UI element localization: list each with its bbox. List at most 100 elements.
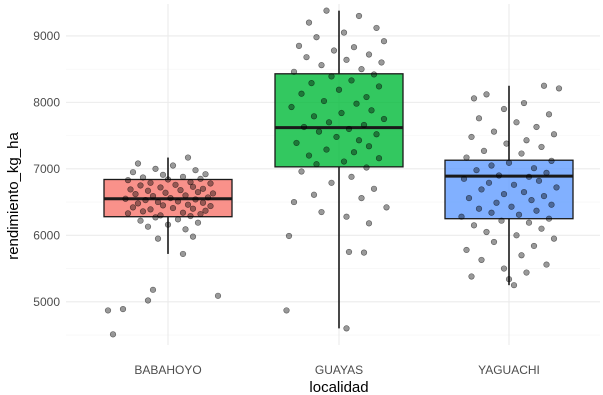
data-point — [348, 77, 355, 84]
data-point — [124, 210, 132, 217]
data-point — [197, 210, 204, 218]
data-point — [169, 162, 177, 169]
data-point — [313, 161, 320, 168]
data-point — [189, 205, 197, 212]
data-point — [348, 173, 355, 180]
data-point — [187, 212, 194, 220]
data-point — [184, 201, 192, 208]
data-point — [360, 121, 368, 129]
data-point — [355, 12, 363, 20]
data-point — [134, 200, 142, 207]
data-point — [523, 269, 530, 276]
data-point — [500, 265, 508, 272]
y-tick-label: 6000 — [33, 228, 60, 242]
data-point — [498, 217, 505, 224]
x-tick-label: BABAHOYO — [134, 363, 201, 377]
data-point — [528, 196, 535, 204]
data-point — [358, 66, 365, 73]
data-point — [518, 150, 525, 157]
data-point — [380, 115, 388, 123]
data-point — [159, 171, 167, 178]
data-point — [375, 155, 383, 162]
data-point — [518, 252, 525, 259]
data-point — [370, 185, 378, 192]
data-point — [124, 177, 132, 184]
data-point — [202, 207, 209, 214]
data-point — [475, 115, 483, 122]
data-point — [500, 105, 508, 113]
data-point — [109, 331, 117, 338]
data-point — [500, 191, 508, 198]
data-point — [194, 219, 202, 226]
data-point — [149, 193, 157, 200]
data-point — [548, 157, 555, 164]
data-point — [154, 235, 162, 242]
data-point — [290, 198, 298, 206]
data-point — [510, 181, 518, 188]
data-point — [318, 208, 325, 216]
data-point — [488, 162, 495, 169]
data-point — [340, 158, 348, 165]
data-point — [525, 173, 533, 180]
data-point — [328, 73, 335, 80]
y-tick-label: 7000 — [33, 162, 60, 176]
data-point — [340, 29, 348, 36]
data-point — [313, 34, 320, 41]
data-point — [335, 86, 343, 93]
data-point — [323, 146, 330, 153]
data-point — [373, 131, 380, 138]
data-point — [343, 325, 350, 332]
data-point — [308, 80, 315, 87]
data-point — [152, 214, 159, 221]
data-point — [363, 164, 370, 171]
data-point — [513, 232, 520, 239]
data-point — [132, 191, 139, 198]
data-point — [540, 82, 548, 89]
data-point — [458, 213, 465, 220]
data-point — [179, 209, 187, 216]
data-point — [545, 215, 553, 222]
data-point — [152, 165, 159, 172]
box-guayas — [274, 10, 404, 329]
data-point — [134, 160, 142, 167]
data-point — [298, 168, 305, 175]
data-point — [192, 167, 199, 174]
data-point — [365, 143, 373, 150]
data-point — [328, 179, 335, 186]
data-point — [303, 54, 310, 61]
data-point — [189, 183, 197, 190]
data-point — [488, 209, 495, 216]
data-point — [149, 286, 157, 293]
data-point — [505, 159, 513, 166]
data-point — [485, 179, 493, 186]
data-point — [104, 307, 112, 314]
data-point — [490, 238, 498, 246]
data-point — [199, 185, 207, 192]
data-point — [515, 211, 523, 218]
data-point — [320, 97, 328, 105]
data-point — [538, 143, 545, 151]
data-point — [192, 196, 199, 203]
data-point — [550, 131, 558, 138]
data-point — [495, 172, 503, 179]
data-point — [144, 223, 152, 230]
data-point — [380, 38, 388, 45]
data-point — [164, 176, 172, 183]
data-point — [164, 221, 172, 228]
data-point — [550, 235, 558, 242]
y-tick-label: 9000 — [33, 29, 60, 43]
data-point — [505, 276, 513, 283]
data-point — [315, 128, 323, 135]
data-point — [144, 187, 152, 194]
data-point — [162, 189, 169, 196]
data-point — [480, 147, 488, 155]
data-point — [197, 175, 204, 182]
data-point — [545, 111, 553, 118]
data-point — [147, 206, 154, 213]
data-point — [174, 216, 182, 223]
data-point — [323, 7, 330, 14]
data-point — [483, 91, 490, 98]
data-point — [353, 100, 360, 107]
data-point — [147, 179, 154, 186]
data-point — [310, 113, 318, 120]
